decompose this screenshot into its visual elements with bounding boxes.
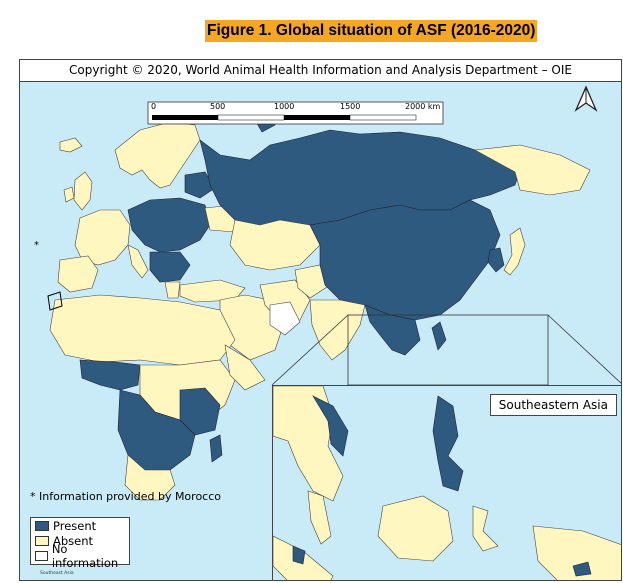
region-west-africa-present bbox=[79, 359, 141, 391]
region-japan bbox=[503, 227, 526, 276]
scale-label: 2000 km bbox=[405, 102, 441, 111]
legend-label: Present bbox=[53, 519, 97, 533]
region-ireland bbox=[63, 186, 75, 203]
region-india bbox=[309, 299, 366, 361]
inset-malay-peninsula bbox=[307, 490, 332, 545]
world-map bbox=[47, 101, 621, 501]
legend-label: Absent bbox=[53, 534, 94, 548]
region-south-africa bbox=[124, 454, 176, 501]
inset-borneo bbox=[377, 495, 454, 562]
scale-bar bbox=[147, 101, 444, 125]
region-madagascar-present bbox=[209, 434, 223, 463]
region-southern-africa-present bbox=[117, 389, 196, 471]
region-morocco-box bbox=[47, 291, 63, 311]
scale-label: 0 bbox=[151, 102, 157, 111]
region-italy bbox=[127, 244, 149, 279]
region-western-europe bbox=[74, 209, 131, 266]
inset-title: Southeastern Asia bbox=[489, 394, 617, 416]
legend-swatch bbox=[35, 551, 48, 561]
asterisk-mark: * bbox=[34, 240, 39, 251]
region-north-africa bbox=[49, 294, 236, 366]
region-central-europe-present bbox=[127, 197, 211, 253]
legend-item-no-information: No information bbox=[35, 542, 129, 570]
legend-label: No information bbox=[51, 542, 119, 570]
region-uk bbox=[73, 171, 93, 211]
legend-swatch bbox=[35, 521, 49, 531]
region-balkans-present bbox=[149, 251, 191, 283]
region-iceland bbox=[59, 137, 83, 153]
region-arabian-peninsula bbox=[224, 344, 266, 391]
inset-new-guinea bbox=[532, 525, 621, 580]
region-mongolia-china-present bbox=[309, 199, 501, 321]
legend-swatch bbox=[35, 536, 49, 546]
footnote: * Information provided by Morocco bbox=[30, 490, 222, 503]
legend-item-absent: Absent bbox=[35, 534, 129, 548]
region-russia-far-east bbox=[474, 144, 591, 196]
inset-map: Southeastern Asia bbox=[272, 385, 621, 580]
figure-title: Figure 1. Global situation of ASF (2016-… bbox=[205, 20, 538, 42]
inset-sulawesi bbox=[472, 505, 499, 552]
region-greece bbox=[164, 281, 181, 299]
copyright-banner: Copyright © 2020, World Animal Health In… bbox=[20, 60, 621, 82]
scale-label: 1500 bbox=[340, 102, 361, 111]
region-afghanistan bbox=[294, 264, 331, 299]
inset-timor-present bbox=[572, 561, 592, 577]
tiny-caption: Southeast Asia bbox=[40, 571, 74, 576]
inset-philippines-present bbox=[432, 395, 464, 492]
inset-map-svg bbox=[273, 386, 621, 580]
scale-label: 1000 bbox=[274, 102, 295, 111]
region-southeast-asia-present bbox=[364, 304, 421, 356]
region-kazakhstan bbox=[229, 219, 321, 271]
inset-connector-right bbox=[547, 314, 621, 384]
map-frame: Copyright © 2020, World Animal Health In… bbox=[19, 59, 622, 581]
region-philippines-present bbox=[431, 321, 447, 351]
inset-vietnam-present bbox=[312, 395, 349, 457]
region-iberia bbox=[57, 255, 99, 293]
scale-label: 500 bbox=[210, 102, 226, 111]
region-baltics-present bbox=[184, 171, 216, 199]
region-saudi-white bbox=[269, 301, 301, 336]
north-arrow-icon bbox=[574, 85, 598, 112]
legend-item-present: Present bbox=[35, 519, 129, 533]
legend: Present Absent No information bbox=[30, 517, 130, 570]
inset-sumatra-present bbox=[292, 545, 306, 565]
inset-connector-left bbox=[271, 314, 349, 386]
region-korea-present bbox=[487, 247, 505, 273]
